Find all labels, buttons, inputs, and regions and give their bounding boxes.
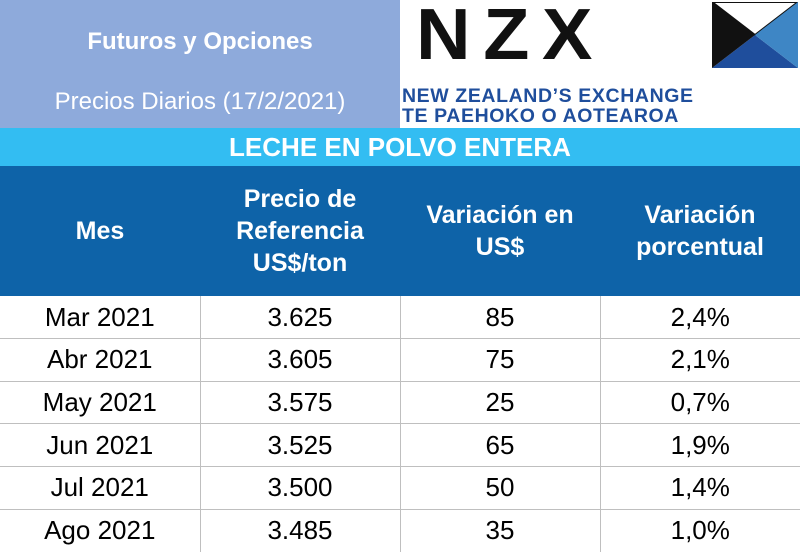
table-row: Ago 2021 3.485 35 1,0% [0,509,800,552]
cell-variacion: 85 [400,296,601,340]
product-title: LECHE EN POLVO ENTERA [0,128,800,166]
cell-mes: Jul 2021 [0,466,201,510]
page-title: Futuros y Opciones [87,28,313,55]
cell-mes: Mar 2021 [0,296,201,340]
cell-mes: Ago 2021 [0,509,201,552]
title-block: Futuros y Opciones Precios Diarios (17/2… [0,0,400,128]
cell-precio: 3.605 [200,338,401,382]
price-table: Mes Precio de Referencia US$/ton Variaci… [0,166,800,552]
cell-variacion: 35 [400,509,601,552]
cell-variacion: 75 [400,338,601,382]
logo-tagline-english: NEW ZEALAND’S EXCHANGE [402,85,694,107]
cell-mes: Jun 2021 [0,423,201,468]
cell-porcentual: 2,1% [600,338,800,382]
cell-precio: 3.485 [200,509,401,552]
table-row: Jun 2021 3.525 65 1,9% [0,423,800,468]
logo-wordmark: NZX [416,0,605,75]
cell-porcentual: 0,7% [600,381,800,425]
table-header-row: Mes Precio de Referencia US$/ton Variaci… [0,166,800,296]
column-header-variacion: Variación en US$ [400,166,600,296]
cell-variacion: 50 [400,466,601,510]
logo-tagline-maori: TE PAEHOKO O AOTEAROA [402,105,679,127]
logo-x-mark-icon [712,2,798,68]
table-row: Mar 2021 3.625 85 2,4% [0,296,800,340]
cell-porcentual: 2,4% [600,296,800,340]
cell-precio: 3.500 [200,466,401,510]
cell-mes: Abr 2021 [0,338,201,382]
cell-precio: 3.625 [200,296,401,340]
cell-precio: 3.575 [200,381,401,425]
cell-porcentual: 1,9% [600,423,800,468]
cell-variacion: 25 [400,381,601,425]
table-row: May 2021 3.575 25 0,7% [0,381,800,425]
column-header-porcentual: Variación porcentual [600,166,800,296]
nzx-logo: NZX NEW ZEALAND’S EXCHANGE TE PAEHOKO O … [400,0,800,128]
column-header-mes: Mes [0,166,200,296]
column-header-precio: Precio de Referencia US$/ton [200,166,400,296]
cell-variacion: 65 [400,423,601,468]
cell-mes: May 2021 [0,381,201,425]
page-subtitle: Precios Diarios (17/2/2021) [54,88,346,115]
cell-precio: 3.525 [200,423,401,468]
cell-porcentual: 1,0% [670,515,730,546]
table-row: Jul 2021 3.500 50 1,4% [0,466,800,510]
table-row: Abr 2021 3.605 75 2,1% [0,338,800,382]
cell-porcentual: 1,4% [600,466,800,510]
